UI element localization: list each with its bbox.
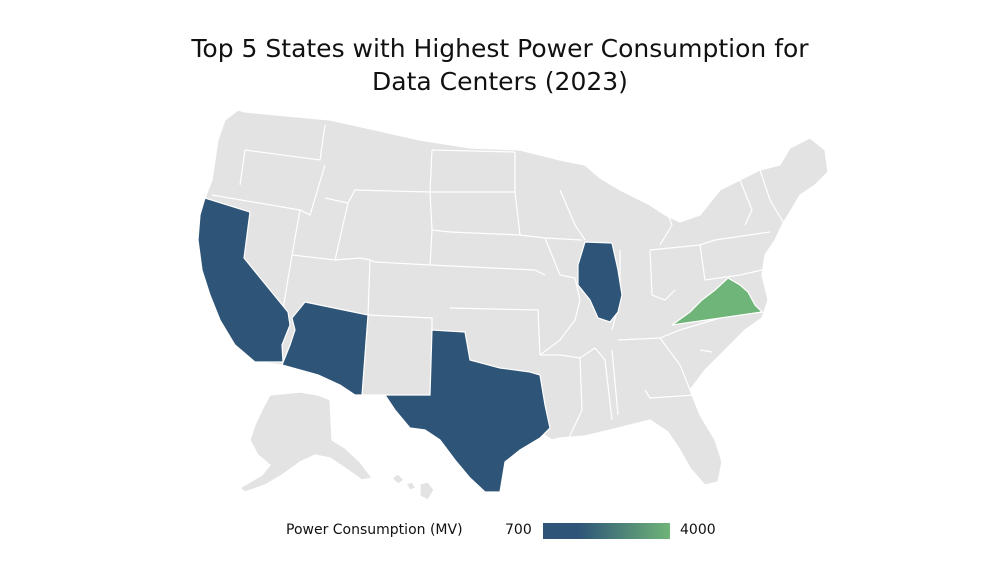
alaska-shape — [238, 391, 374, 493]
legend-max-label: 4000 — [680, 522, 716, 538]
highlighted-states-layer — [197, 197, 764, 493]
legend-title: Power Consumption (MV) — [286, 522, 463, 538]
texas-shape[interactable] — [383, 329, 551, 493]
color-legend: Power Consumption (MV) 700 4000 — [0, 519, 1000, 543]
hawaii-shape — [391, 473, 435, 501]
map-title: Top 5 States with Highest Power Consumpt… — [0, 32, 1000, 98]
map-title-line-2: Data Centers (2023) — [372, 67, 628, 96]
map-title-line-1: Top 5 States with Highest Power Consumpt… — [191, 34, 809, 63]
legend-min-label: 700 — [505, 522, 532, 538]
arizona-shape[interactable] — [281, 301, 369, 396]
state-borders — [211, 124, 786, 441]
legend-gradient-bar — [543, 523, 670, 539]
virginia-shape[interactable] — [671, 277, 764, 326]
california-shape[interactable] — [197, 197, 291, 363]
illinois-shape[interactable] — [577, 241, 623, 323]
